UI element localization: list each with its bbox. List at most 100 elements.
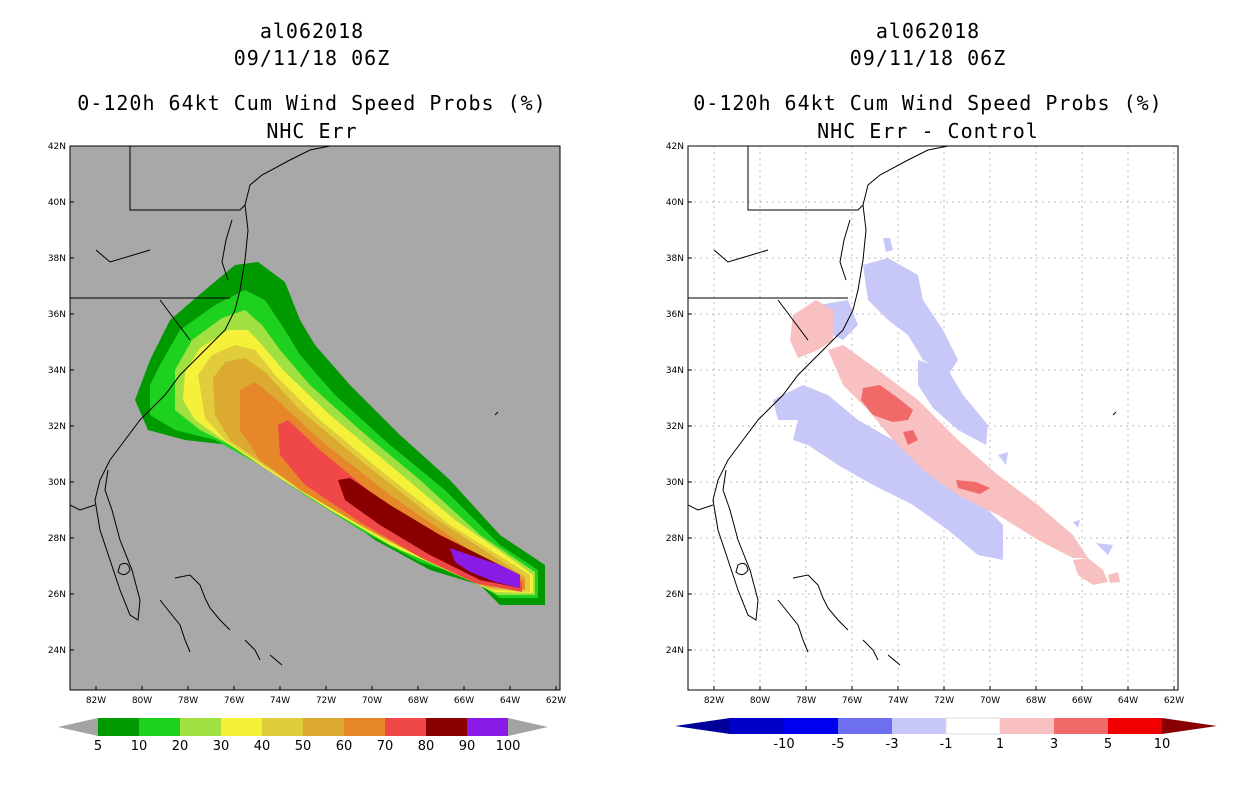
lat-tick-label: 32N bbox=[48, 422, 66, 432]
lat-tick-label: 36N bbox=[666, 310, 684, 320]
right-storm-id: al062018 bbox=[875, 19, 981, 43]
colorbar-swatch bbox=[180, 718, 221, 736]
colorbar-swatch bbox=[98, 718, 139, 736]
lat-tick-label: 42N bbox=[48, 142, 66, 152]
left-datetime: 09/11/18 06Z bbox=[233, 46, 391, 70]
lon-tick-label: 76W bbox=[842, 696, 862, 706]
colorbar-high-end bbox=[508, 718, 548, 736]
colorbar-swatch bbox=[385, 718, 426, 736]
right-colorbar: -10 -5 -3 -1 1 3 5 10 bbox=[675, 717, 1217, 752]
lon-tick-label: 82W bbox=[704, 696, 724, 706]
colorbar-label: -1 bbox=[940, 737, 953, 752]
lon-tick-label: 74W bbox=[270, 696, 290, 706]
right-coastline bbox=[688, 146, 1117, 666]
lat-tick-label: 40N bbox=[666, 198, 684, 208]
left-colorbar: 5 10 20 30 40 50 60 70 80 90 100 bbox=[58, 718, 548, 754]
colorbar-swatch bbox=[945, 717, 1001, 735]
lon-tick-label: 78W bbox=[796, 696, 816, 706]
colorbar-swatch bbox=[303, 718, 344, 736]
colorbar-swatch bbox=[344, 718, 385, 736]
colorbar-swatch bbox=[139, 718, 180, 736]
lat-tick-label: 42N bbox=[666, 142, 684, 152]
colorbar-swatch bbox=[262, 718, 303, 736]
left-subtitle: NHC Err bbox=[266, 119, 358, 143]
lon-tick-label: 72W bbox=[316, 696, 336, 706]
lat-tick-label: 34N bbox=[666, 366, 684, 376]
colorbar-label: 5 bbox=[94, 739, 102, 754]
left-product-title: 0-120h 64kt Cum Wind Speed Probs (%) bbox=[77, 91, 547, 115]
colorbar-label: 40 bbox=[254, 739, 271, 754]
colorbar-label: 30 bbox=[213, 739, 230, 754]
colorbar-label: 5 bbox=[1104, 737, 1112, 752]
lat-tick-label: 24N bbox=[666, 646, 684, 656]
right-datetime: 09/11/18 06Z bbox=[849, 46, 1007, 70]
lat-tick-label: 30N bbox=[48, 478, 66, 488]
colorbar-swatch bbox=[221, 718, 262, 736]
lat-tick-label: 34N bbox=[48, 366, 66, 376]
colorbar-label: 100 bbox=[496, 739, 521, 754]
lat-tick-label: 38N bbox=[48, 254, 66, 264]
lon-tick-label: 72W bbox=[934, 696, 954, 706]
colorbar-swatch bbox=[784, 718, 838, 734]
colorbar-label: 10 bbox=[131, 739, 148, 754]
colorbar-swatch bbox=[1000, 718, 1054, 734]
colorbar-swatch bbox=[426, 718, 467, 736]
colorbar-label: 90 bbox=[459, 739, 476, 754]
lon-tick-label: 70W bbox=[980, 696, 1000, 706]
left-lon-labels: 82W 80W 78W 76W 74W 72W 70W 68W 66W 64W 62W bbox=[86, 686, 566, 706]
right-lat-labels: 42N 40N 38N 36N 34N 32N 30N 28N 26N 24N bbox=[666, 142, 692, 656]
lon-tick-label: 68W bbox=[1026, 696, 1046, 706]
lon-tick-label: 80W bbox=[750, 696, 770, 706]
colorbar-low-end bbox=[58, 718, 98, 736]
lon-tick-label: 62W bbox=[1164, 696, 1184, 706]
left-probability-swath bbox=[135, 262, 545, 605]
lat-tick-label: 28N bbox=[48, 534, 66, 544]
colorbar-high-end bbox=[1162, 718, 1217, 734]
colorbar-label: 50 bbox=[295, 739, 312, 754]
left-coastline bbox=[70, 146, 499, 666]
right-subtitle: NHC Err - Control bbox=[817, 119, 1039, 143]
colorbar-label: 10 bbox=[1154, 737, 1171, 752]
right-lon-labels: 82W 80W 78W 76W 74W 72W 70W 68W 66W 64W 62W bbox=[704, 686, 1184, 706]
colorbar-label: -5 bbox=[832, 737, 845, 752]
colorbar-label: 20 bbox=[172, 739, 189, 754]
colorbar-label: 1 bbox=[996, 737, 1004, 752]
lat-tick-label: 26N bbox=[666, 590, 684, 600]
colorbar-swatch bbox=[1108, 718, 1162, 734]
lat-tick-label: 30N bbox=[666, 478, 684, 488]
lon-tick-label: 64W bbox=[500, 696, 520, 706]
lon-tick-label: 62W bbox=[546, 696, 566, 706]
lon-tick-label: 66W bbox=[1072, 696, 1092, 706]
colorbar-label: -10 bbox=[773, 737, 794, 752]
lon-tick-label: 68W bbox=[408, 696, 428, 706]
lat-tick-label: 24N bbox=[48, 646, 66, 656]
right-map-frame bbox=[687, 145, 1179, 691]
colorbar-swatch bbox=[467, 718, 508, 736]
lat-tick-label: 38N bbox=[666, 254, 684, 264]
lon-tick-label: 64W bbox=[1118, 696, 1138, 706]
colorbar-swatch bbox=[838, 718, 892, 734]
colorbar-label: 60 bbox=[336, 739, 353, 754]
left-map-frame bbox=[69, 145, 561, 691]
colorbar-low-end bbox=[675, 718, 730, 734]
left-storm-id: al062018 bbox=[259, 19, 365, 43]
lon-tick-label: 74W bbox=[888, 696, 908, 706]
lon-tick-label: 78W bbox=[178, 696, 198, 706]
right-difference-field bbox=[773, 238, 1120, 585]
colorbar-label: 70 bbox=[377, 739, 394, 754]
lat-tick-label: 32N bbox=[666, 422, 684, 432]
colorbar-swatch bbox=[730, 718, 784, 734]
lat-tick-label: 40N bbox=[48, 198, 66, 208]
lon-tick-label: 82W bbox=[86, 696, 106, 706]
colorbar-swatch bbox=[1054, 718, 1108, 734]
lon-tick-label: 70W bbox=[362, 696, 382, 706]
lon-tick-label: 76W bbox=[224, 696, 244, 706]
left-lat-labels: 42N 40N 38N 36N 34N 32N 30N 28N 26N 24N bbox=[48, 142, 74, 656]
left-map: 42N 40N 38N 36N 34N 32N 30N 28N 26N 24N 82W 80W 78W… bbox=[48, 142, 566, 754]
colorbar-label: -3 bbox=[886, 737, 899, 752]
lon-tick-label: 80W bbox=[132, 696, 152, 706]
lat-tick-label: 36N bbox=[48, 310, 66, 320]
lat-tick-label: 26N bbox=[48, 590, 66, 600]
lat-tick-label: 28N bbox=[666, 534, 684, 544]
lon-tick-label: 66W bbox=[454, 696, 474, 706]
